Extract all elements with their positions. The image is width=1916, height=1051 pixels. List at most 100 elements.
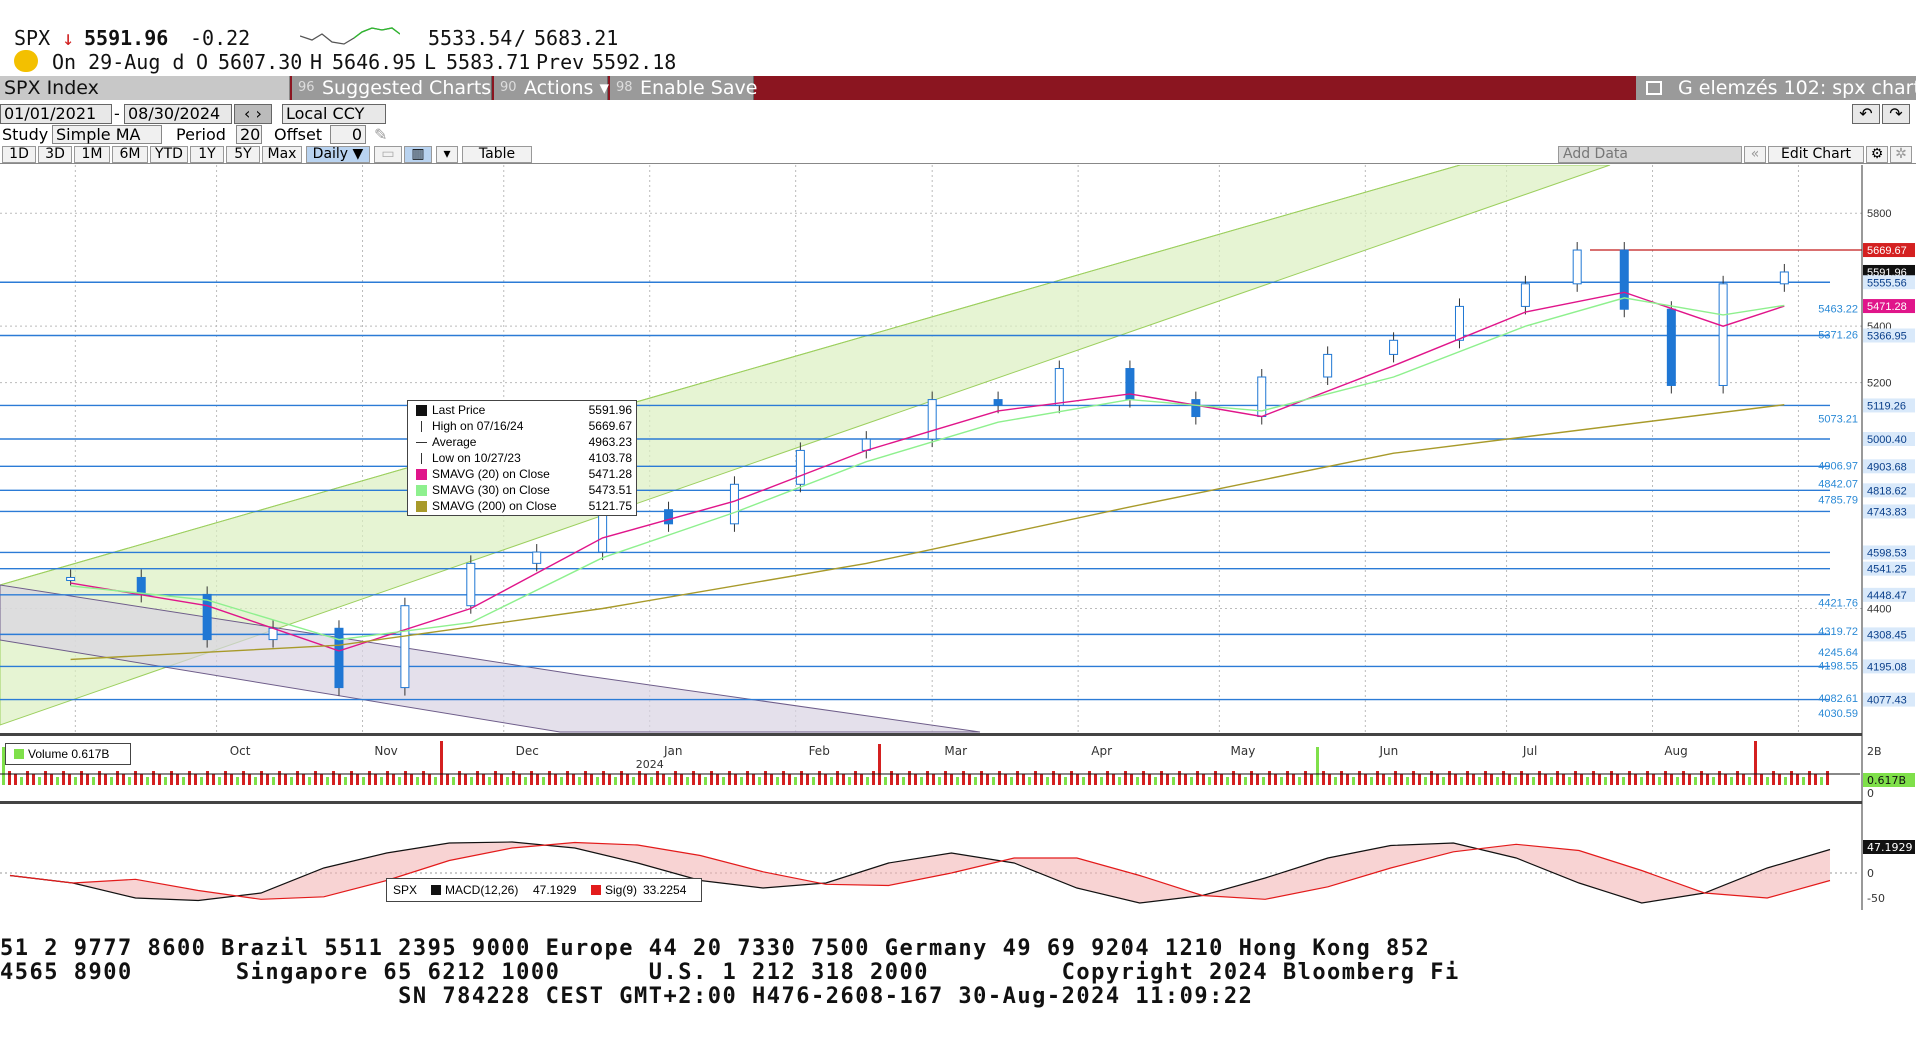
price-tag-bg [1863,432,1915,447]
signal-line [9,841,1831,900]
volume-bar [926,771,929,785]
volume-bar [362,777,365,785]
period-input[interactable]: 20 [236,125,262,144]
frequency-select[interactable]: Daily ▼ [306,146,370,163]
volume-bar [182,777,185,785]
range-5y[interactable]: 5Y [226,146,260,163]
volume-bar [266,774,269,785]
volume-bar [1322,771,1325,785]
volume-bar [656,771,659,785]
volume-bar [110,777,113,785]
undo-icon[interactable]: ↶ [1852,104,1880,124]
volume-bar [1148,774,1151,785]
volume-bar [1238,774,1241,785]
volume-bar [1016,771,1019,785]
volume-bar [428,774,431,785]
volume-bar [788,774,791,785]
table-button[interactable]: Table [462,146,532,163]
volume-bar [602,771,605,785]
volume-bar [1694,777,1697,785]
volume-bar [1826,771,1829,785]
candle-style-icon[interactable]: ▥ [404,146,432,163]
volume-bar [1064,777,1067,785]
volume-bar [464,774,467,785]
volume-bar [1574,771,1577,785]
range-1d[interactable]: 1D [2,146,36,163]
price-tag-label: 5669.67 [1867,245,1907,257]
style-dropdown-icon[interactable]: ▾ [436,146,458,163]
price-tag-label: 4818.62 [1867,485,1907,497]
actions-button[interactable]: 90 Actions ▾ [494,76,609,100]
signal-swatch [591,885,601,895]
study-select[interactable]: Simple MA [52,125,162,144]
volume-bar [1352,777,1355,785]
volume-bar [1520,771,1523,785]
moving-averages [70,291,1785,661]
enable-save-button[interactable]: 98 Enable Save [610,76,757,100]
volume-bar [512,771,515,785]
range-1m[interactable]: 1M [74,146,110,163]
volume-bar [194,774,197,785]
volume-bar [824,774,827,785]
volume-bar [350,771,353,785]
volume-bar [2,747,5,785]
alert-icon[interactable] [14,50,38,72]
gear-icon[interactable]: ✲ [1890,146,1912,163]
range-max[interactable]: Max [262,146,302,163]
y-tick-label: 4400 [1867,604,1891,616]
volume-bar [1232,771,1235,785]
chart-legend[interactable]: Last Price 5591.96 High on 07/16/24 5669.6… [407,400,637,516]
range-6m[interactable]: 6M [112,146,148,163]
volume-bar [1604,777,1607,785]
macd-legend[interactable]: SPX MACD(12,26) 47.1929 Sig(9) 33.2254 [386,878,702,902]
date-nav-arrows[interactable]: ‹ › [234,104,272,124]
security-field[interactable]: SPX Index [0,76,290,100]
volume-bar [770,774,773,785]
start-date-field[interactable]: 01/01/2021 [0,104,112,124]
offset-input[interactable]: 0 [330,125,366,144]
volume-bar [830,777,833,785]
volume-bar [44,771,47,785]
volume-bar [1556,771,1559,785]
volume-bar [974,777,977,785]
range-ytd[interactable]: YTD [150,146,188,163]
volume-bar [1340,771,1343,785]
range-3d[interactable]: 3D [38,146,72,163]
price-tag-label: 5471.28 [1867,301,1907,313]
volume-bar [236,777,239,785]
range-1y[interactable]: 1Y [190,146,224,163]
volume-value: 0.617B [71,747,110,761]
chart-settings-icon[interactable]: ⚙ [1866,146,1888,163]
date-controls: 01/01/2021 - 08/30/2024 ‹ › Local CCY ↶ … [0,103,1916,125]
volume-bar [356,774,359,785]
volume-bar [1646,771,1649,785]
macd-axis-label: 0 [1867,867,1874,880]
ticker-line-1: 51 2 9777 8600 Brazil 5511 2395 9000 Eur… [0,936,1431,961]
volume-bar [98,771,101,785]
edit-chart-button[interactable]: Edit Chart [1768,146,1864,163]
chart-title-bar[interactable]: G elemzés 102: spx chart [1636,76,1916,100]
line-style-icon[interactable]: ▭ [374,146,402,163]
legend-swatch-sma200 [416,501,427,512]
currency-select[interactable]: Local CCY [282,104,386,124]
volume-bar [800,771,803,785]
volume-bar [1796,774,1799,785]
end-date-field[interactable]: 08/30/2024 [124,104,232,124]
volume-bar [704,777,707,785]
redo-icon[interactable]: ↷ [1882,104,1910,124]
add-data-input[interactable]: Add Data [1558,146,1742,163]
volume-bar [1076,774,1079,785]
pencil-icon[interactable]: ✎ [374,125,388,144]
suggested-charts-button[interactable]: 96 Suggested Charts ▾ [292,76,507,100]
volume-tag-bg [1863,773,1915,787]
volume-bar [380,777,383,785]
main-toolbar: SPX Index 96 Suggested Charts ▾ 90 Actio… [0,76,1916,100]
x-tick-label: May [1231,744,1256,758]
collapse-icon[interactable]: « [1744,146,1766,163]
volume-bar [1256,774,1259,785]
volume-legend[interactable]: Volume 0.617B [5,743,131,765]
volume-bar [1364,774,1367,785]
